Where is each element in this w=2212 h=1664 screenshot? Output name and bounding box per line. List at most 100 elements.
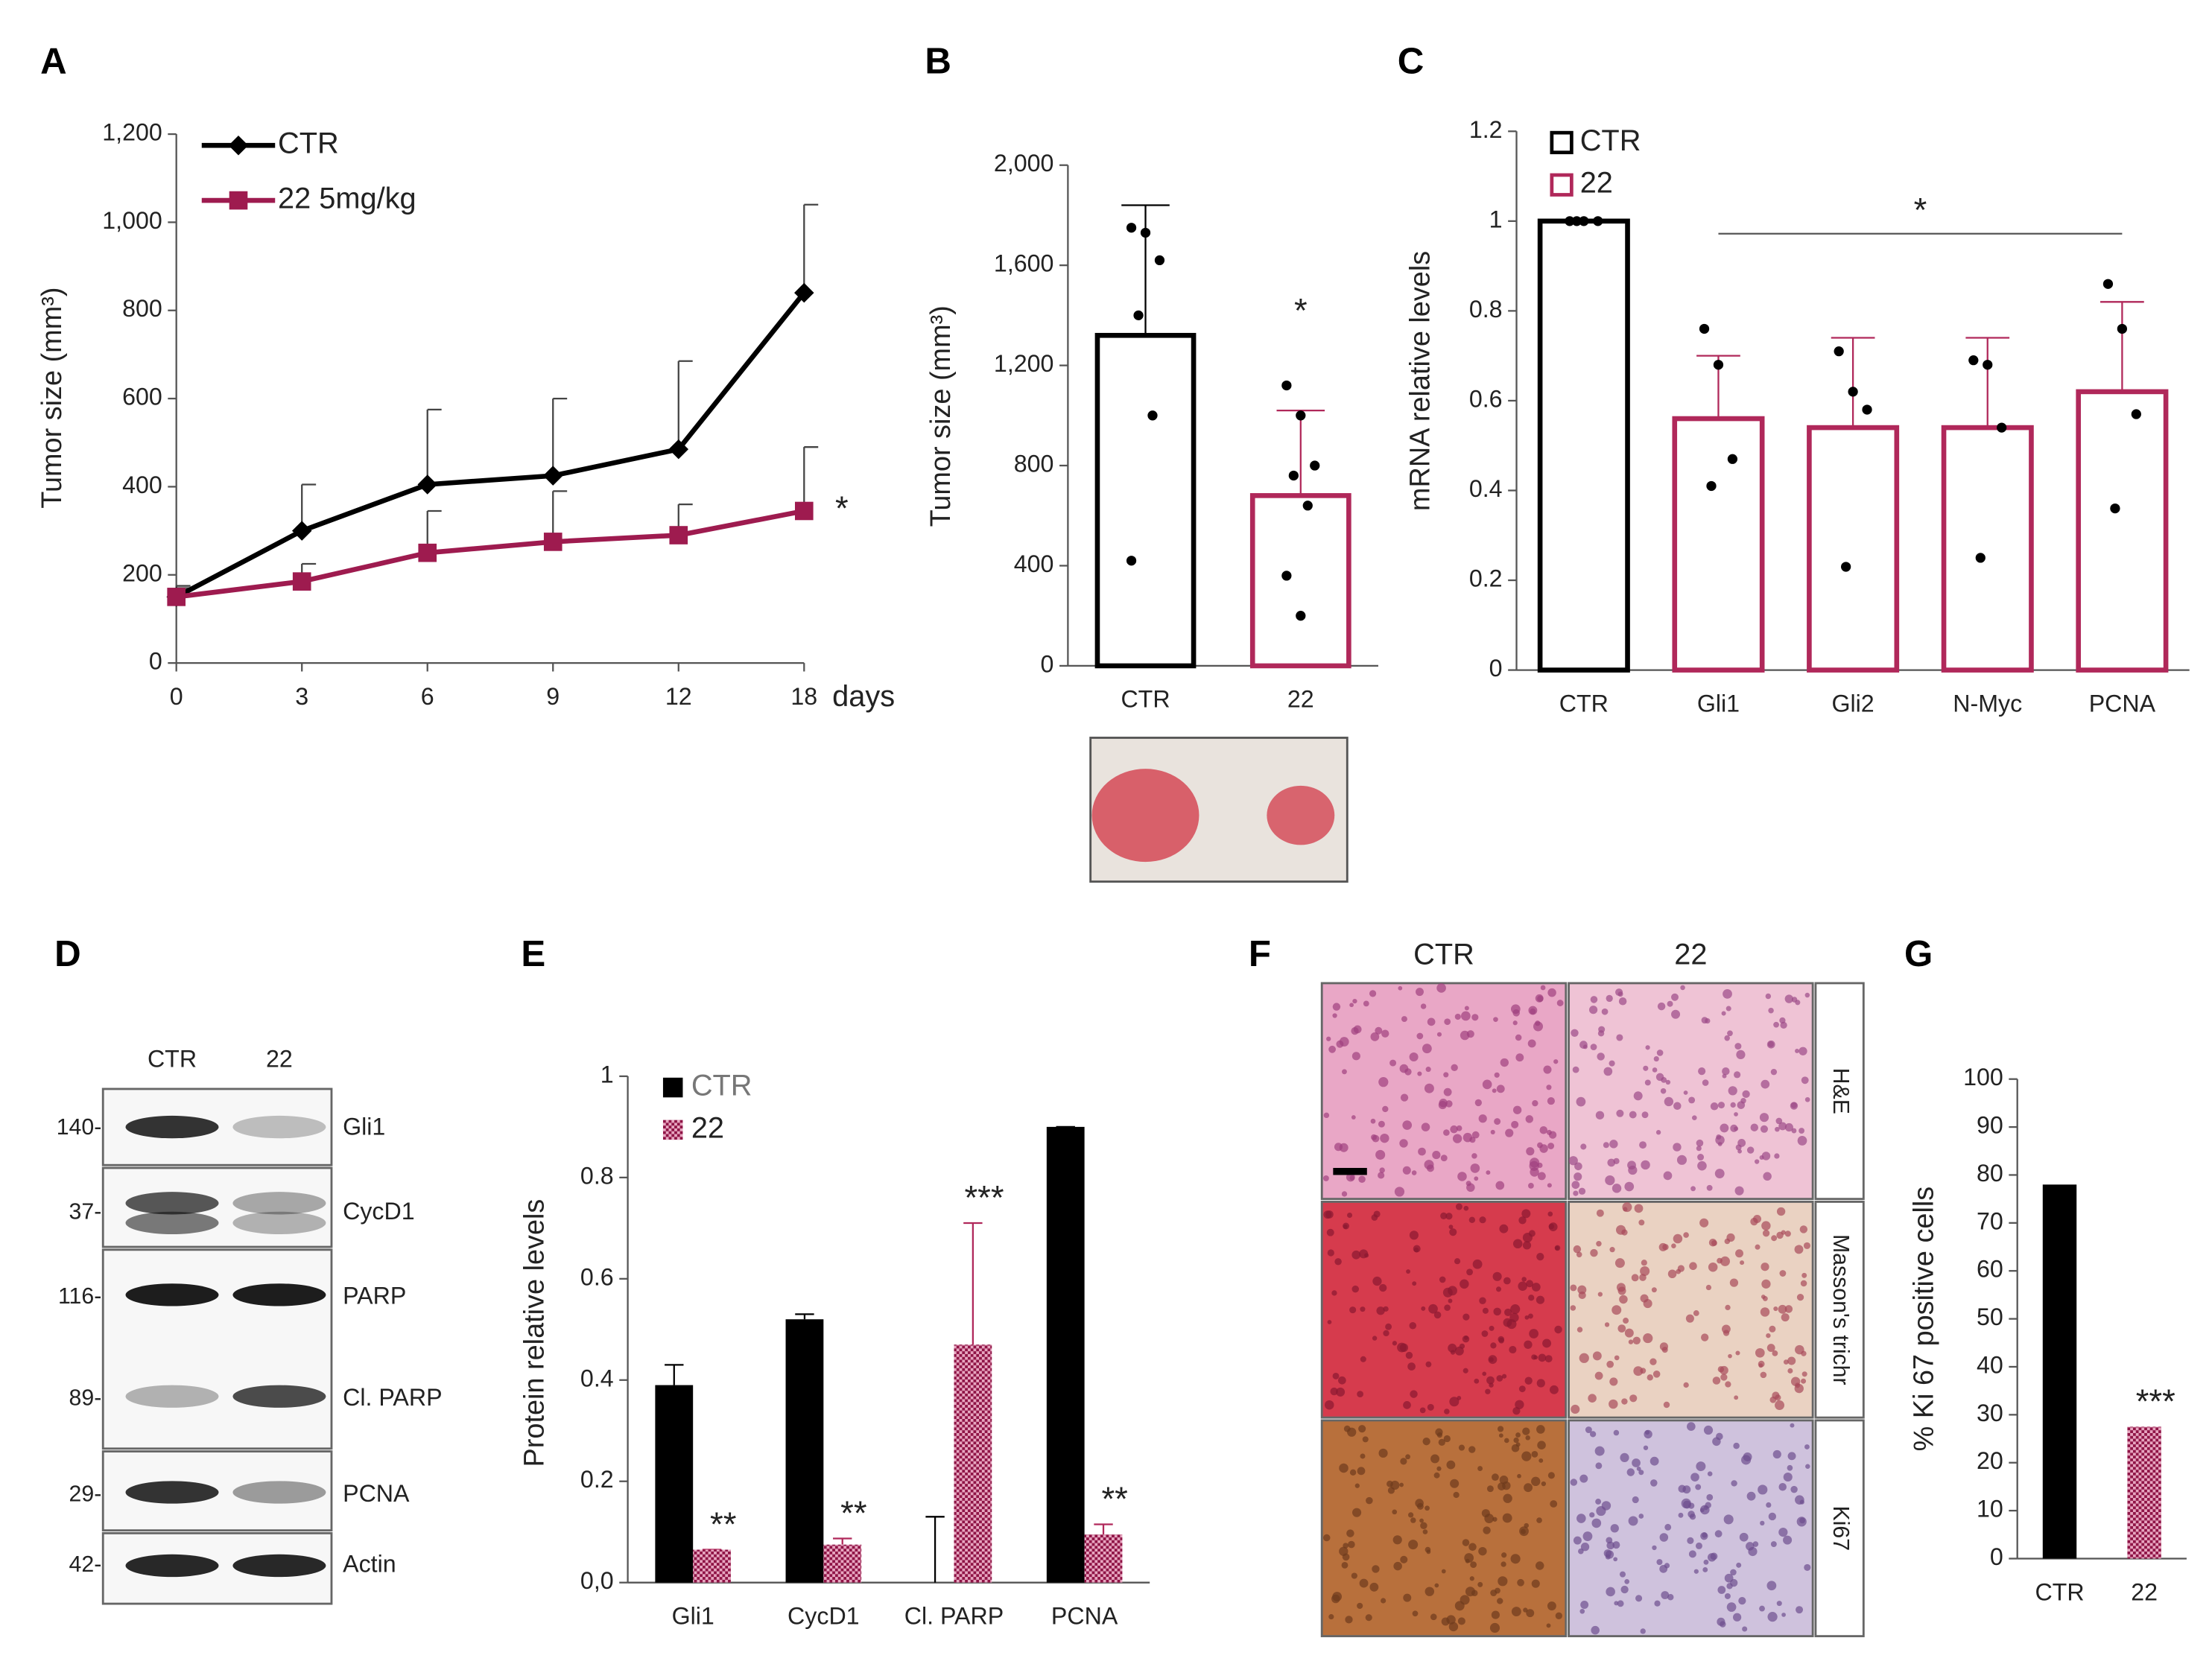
panel-label: B [925, 40, 951, 81]
legend-label: CTR [691, 1070, 752, 1102]
cell [1620, 1585, 1629, 1594]
legend-label: CTR [278, 127, 339, 160]
cell [1419, 1518, 1424, 1523]
cell [1643, 1299, 1652, 1309]
cell [1518, 1385, 1526, 1393]
cell [1797, 1136, 1807, 1146]
cell [1759, 1113, 1769, 1122]
cell [1479, 1297, 1486, 1305]
cell [1513, 1437, 1519, 1444]
cell [1378, 1120, 1385, 1128]
cell [1703, 1559, 1709, 1565]
cell [1517, 1578, 1524, 1587]
x-tick-label: 22 [2131, 1578, 2158, 1605]
cell [1590, 996, 1598, 1003]
cell [1736, 1049, 1746, 1060]
cell [1547, 1143, 1555, 1149]
cell [1739, 1532, 1749, 1542]
cell [1512, 1020, 1518, 1026]
cell [1505, 1128, 1514, 1137]
cell [1664, 1563, 1670, 1569]
cell [1770, 1068, 1778, 1076]
cell [1702, 1567, 1708, 1572]
cell [1676, 1268, 1682, 1274]
cell [1799, 1128, 1805, 1134]
cell [1772, 1449, 1781, 1459]
cell [1781, 1313, 1790, 1322]
x-tick-label: CTR [1121, 686, 1170, 713]
y-tick-label: 1 [600, 1061, 614, 1087]
cell [1634, 1204, 1644, 1213]
cell [1640, 1628, 1646, 1634]
cell [1610, 1524, 1619, 1533]
cell [1529, 1158, 1540, 1168]
cell [1723, 1514, 1734, 1525]
cell [1737, 1101, 1746, 1109]
cell [1778, 1122, 1787, 1131]
scale-bar [1333, 1167, 1367, 1175]
cell [1455, 1203, 1462, 1210]
cell [1572, 1066, 1579, 1073]
cell [1664, 1096, 1674, 1107]
cell [1576, 1096, 1586, 1107]
column-label: 22 [1674, 938, 1707, 971]
cell [1511, 1120, 1519, 1128]
cell [1405, 1454, 1410, 1460]
cell [1526, 1147, 1535, 1156]
y-tick-label: 1.2 [1469, 116, 1503, 143]
band [125, 1115, 219, 1139]
cell [1490, 1342, 1497, 1349]
cell [1497, 1598, 1503, 1604]
cell [1579, 1041, 1588, 1049]
cell [1400, 1555, 1408, 1563]
bar [693, 1549, 731, 1583]
size-marker: 140- [57, 1115, 102, 1140]
data-point [1126, 556, 1137, 566]
cell [1410, 1390, 1418, 1398]
cell [1594, 1446, 1605, 1456]
cell [1653, 1055, 1659, 1062]
cell [1438, 1438, 1445, 1447]
cell [1477, 1466, 1483, 1472]
cell [1531, 1579, 1540, 1588]
cell [1796, 1293, 1804, 1301]
legend-swatch [662, 1077, 683, 1098]
cell [1799, 1225, 1808, 1233]
cell [1371, 1134, 1377, 1140]
y-tick-label: 0 [1990, 1543, 2003, 1570]
cell [1376, 1306, 1385, 1315]
cell [1624, 1181, 1635, 1192]
cell [1574, 1162, 1582, 1171]
cell [1606, 1360, 1614, 1368]
cell [1436, 1032, 1442, 1037]
cell [1482, 1307, 1489, 1314]
cell [1483, 1526, 1491, 1534]
cell [1510, 1304, 1521, 1315]
cell [1660, 1087, 1667, 1094]
cell [1612, 1541, 1620, 1549]
data-point [1848, 387, 1858, 397]
cell [1444, 1409, 1450, 1414]
cell [1512, 1239, 1523, 1249]
cell [1369, 1582, 1379, 1592]
cell [1468, 1216, 1476, 1224]
cell [1644, 1079, 1651, 1086]
cell [1790, 1485, 1798, 1493]
cell [1488, 1355, 1498, 1365]
cell [1444, 1018, 1451, 1026]
cell [1717, 1257, 1723, 1264]
cell [1327, 1320, 1332, 1324]
cell [1486, 1170, 1491, 1175]
y-tick-label: 800 [122, 295, 162, 322]
cell [1629, 1111, 1637, 1119]
cell [1363, 1000, 1369, 1007]
cell [1769, 1325, 1776, 1333]
cell [1644, 1429, 1650, 1435]
data-point [1593, 216, 1603, 226]
cell [1595, 1499, 1602, 1505]
cell [1701, 1333, 1709, 1341]
cell [1494, 1118, 1501, 1125]
cell [1341, 1561, 1349, 1569]
size-marker: 89- [69, 1386, 102, 1411]
cell [1663, 1401, 1670, 1409]
